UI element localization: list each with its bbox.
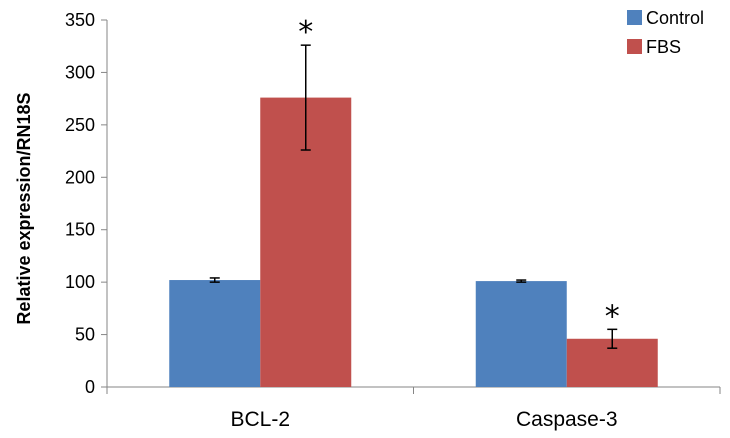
y-tick-label: 250	[65, 115, 95, 135]
y-tick-label: 0	[85, 377, 95, 397]
y-axis-title: Relative expression/RN18S	[14, 92, 34, 324]
y-tick-label: 150	[65, 220, 95, 240]
y-tick-label: 200	[65, 167, 95, 187]
x-axis: BCL-2 Caspase-3	[106, 386, 721, 431]
y-tick-label: 300	[65, 62, 95, 82]
legend-label-fbs: FBS	[646, 37, 681, 57]
x-ticks: BCL-2 Caspase-3	[106, 387, 721, 431]
y-tick-label: 100	[65, 272, 95, 292]
legend: Control FBS	[627, 8, 704, 57]
y-tick-label: 350	[65, 10, 95, 30]
significance-marker: *	[298, 15, 313, 50]
bar-control-bcl-2	[169, 280, 261, 387]
bars: **	[169, 15, 658, 387]
legend-swatch-fbs	[627, 39, 642, 54]
y-axis: 0 50 100 150 200 250 300 350	[65, 10, 108, 397]
significance-marker: *	[605, 299, 620, 334]
bar-control-caspase-3	[475, 281, 567, 387]
y-tick-label: 50	[75, 325, 95, 345]
y-ticks: 0 50 100 150 200 250 300 350	[65, 10, 107, 397]
x-tick-label: Caspase-3	[516, 408, 618, 431]
legend-swatch-control	[627, 10, 642, 25]
legend-label-control: Control	[646, 8, 704, 28]
x-tick-label: BCL-2	[230, 408, 290, 431]
